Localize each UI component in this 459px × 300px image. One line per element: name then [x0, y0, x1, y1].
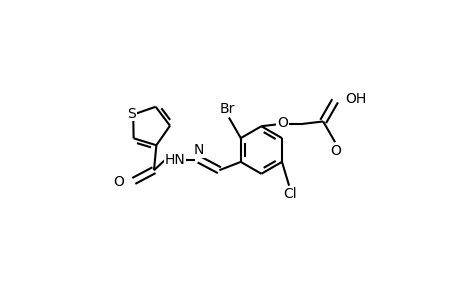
- Text: O: O: [276, 116, 287, 130]
- Text: S: S: [127, 106, 136, 121]
- Text: O: O: [113, 175, 124, 189]
- Text: O: O: [330, 144, 341, 158]
- Text: Br: Br: [219, 102, 235, 116]
- Text: HN: HN: [164, 152, 185, 167]
- Text: N: N: [193, 143, 204, 157]
- Text: OH: OH: [345, 92, 366, 106]
- Text: Cl: Cl: [283, 187, 296, 201]
